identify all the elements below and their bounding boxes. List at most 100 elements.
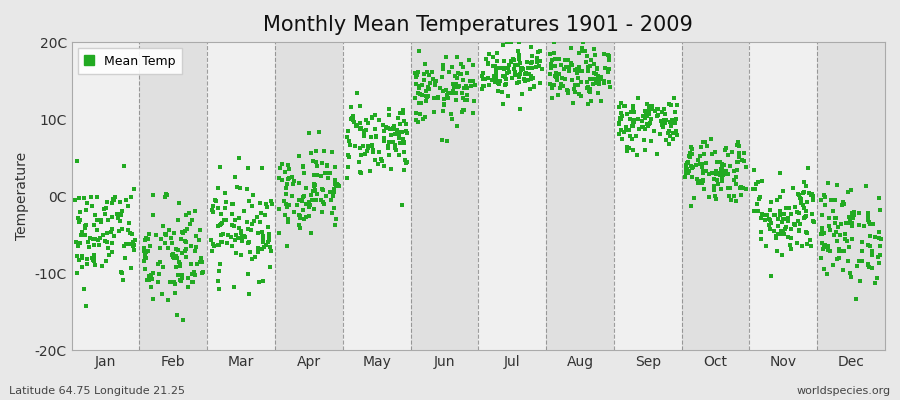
Point	[358, 151, 373, 158]
Point	[259, 242, 274, 248]
Point	[281, 216, 295, 222]
Point	[796, 202, 811, 208]
Point	[803, 237, 817, 244]
Point	[593, 76, 608, 82]
Point	[363, 168, 377, 174]
Point	[328, 183, 343, 189]
Point	[146, 270, 160, 276]
Point	[256, 278, 271, 284]
Point	[697, 177, 711, 183]
Point	[680, 158, 695, 165]
Point	[138, 244, 152, 251]
Point	[834, 248, 849, 254]
Point	[784, 245, 798, 252]
Point	[72, 240, 86, 246]
Point	[86, 236, 100, 242]
Point	[614, 116, 628, 122]
Point	[642, 121, 656, 128]
Point	[758, 212, 772, 218]
Point	[618, 123, 633, 130]
Point	[395, 135, 410, 142]
Point	[456, 85, 471, 92]
Point	[467, 97, 482, 104]
Point	[494, 88, 508, 95]
Point	[796, 215, 811, 222]
Point	[185, 278, 200, 285]
Point	[299, 185, 313, 191]
Point	[281, 162, 295, 168]
Point	[734, 192, 748, 198]
Point	[711, 181, 725, 188]
Point	[512, 39, 526, 45]
Point	[662, 101, 676, 107]
Point	[528, 64, 543, 70]
Point	[715, 175, 729, 182]
Point	[602, 79, 616, 85]
Point	[776, 216, 790, 222]
Point	[544, 60, 558, 67]
Point	[227, 284, 241, 291]
Point	[830, 256, 844, 262]
Point	[141, 277, 156, 284]
Point	[178, 228, 193, 235]
Point	[329, 216, 344, 222]
Point	[262, 233, 276, 240]
Point	[504, 59, 518, 65]
Point	[386, 139, 400, 145]
Point	[758, 217, 772, 223]
Point	[546, 50, 561, 56]
Point	[821, 247, 835, 254]
Point	[713, 159, 727, 165]
Point	[489, 71, 503, 77]
Point	[86, 242, 101, 248]
Point	[166, 255, 181, 262]
Point	[220, 217, 234, 224]
Point	[328, 163, 342, 170]
Point	[805, 210, 819, 217]
Point	[698, 168, 713, 174]
Point	[228, 217, 242, 223]
Point	[146, 296, 160, 302]
Point	[829, 229, 843, 235]
Point	[137, 258, 151, 264]
Point	[76, 252, 90, 259]
Point	[554, 62, 569, 69]
Point	[855, 239, 869, 246]
Point	[707, 148, 722, 155]
Point	[397, 167, 411, 173]
Point	[204, 237, 219, 243]
Point	[169, 246, 184, 252]
Point	[383, 132, 398, 138]
Point	[638, 112, 652, 119]
Point	[152, 271, 166, 278]
Point	[360, 148, 374, 154]
Point	[397, 118, 411, 124]
Point	[460, 85, 474, 92]
Point	[77, 224, 92, 231]
Point	[252, 279, 266, 285]
Point	[357, 128, 372, 134]
Point	[460, 91, 474, 98]
Point	[93, 235, 107, 241]
Point	[662, 119, 677, 126]
Point	[724, 196, 738, 203]
Bar	[681, 42, 750, 350]
Point	[212, 185, 226, 191]
Point	[71, 194, 86, 201]
Point	[855, 248, 869, 254]
Point	[411, 48, 426, 55]
Point	[582, 76, 597, 82]
Point	[168, 252, 183, 259]
Point	[572, 50, 587, 56]
Point	[415, 92, 429, 99]
Point	[355, 152, 369, 158]
Point	[693, 178, 707, 184]
Point	[324, 197, 338, 203]
Point	[435, 137, 449, 144]
Point	[161, 245, 176, 252]
Point	[341, 138, 356, 144]
Point	[369, 134, 383, 140]
Point	[158, 231, 172, 237]
Point	[90, 216, 104, 223]
Point	[566, 85, 580, 92]
